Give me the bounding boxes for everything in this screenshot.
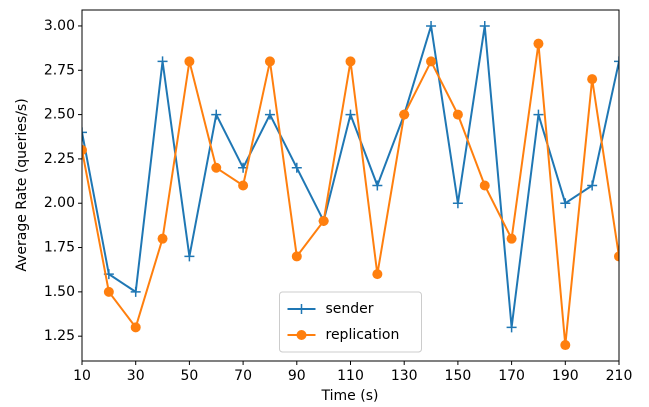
marker [560,198,571,209]
marker [291,251,302,262]
marker [506,233,517,244]
x-axis-label: Time (s) [321,388,379,404]
marker [372,180,383,191]
y-tick-label: 1.25 [44,328,75,344]
marker [587,74,598,85]
legend-box [279,291,422,353]
x-tick-label: 50 [180,368,198,384]
marker [614,56,619,67]
x-tick-label: 170 [498,368,525,384]
marker [130,322,141,333]
y-tick-label: 2.50 [44,107,75,123]
marker [452,109,463,120]
marker [479,180,490,191]
y-axis-label: Average Rate (queries/s) [14,98,30,271]
marker [184,251,195,262]
x-tick-label: 30 [127,368,145,384]
legend: sender replication [279,291,422,353]
x-tick-label: 150 [445,368,472,384]
marker [103,286,114,297]
x-tick-label: 210 [606,368,633,384]
x-tick-label: 90 [288,368,306,384]
marker [372,269,383,280]
marker [211,162,222,173]
marker [345,56,356,67]
plot-frame [81,9,620,362]
marker [426,20,437,31]
marker [157,56,168,67]
marker [426,56,437,67]
marker [211,109,222,120]
marker [291,162,302,173]
marker [533,109,544,120]
y-tick-label: 2.25 [44,151,75,167]
legend-marker [296,330,307,340]
series-line [82,25,619,328]
marker [238,180,249,191]
marker [452,198,463,209]
marker [345,109,356,120]
y-tick-label: 1.75 [44,240,75,256]
legend-label: sender [326,301,374,317]
marker [264,56,275,67]
marker [399,109,410,120]
y-tick-label: 2.00 [44,195,75,211]
marker [560,340,571,351]
marker [614,251,619,262]
marker [533,38,544,49]
legend-marker [296,304,307,314]
marker [506,322,517,333]
marker [82,127,87,138]
marker [157,233,168,244]
marker [479,20,490,31]
legend-label: replication [326,327,400,343]
marker [587,180,598,191]
marker [130,286,141,297]
marker [318,215,329,226]
y-tick-label: 3.00 [44,18,75,34]
x-tick-label: 110 [337,368,364,384]
y-tick-label: 2.75 [44,62,75,78]
x-tick-label: 130 [391,368,418,384]
marker [82,145,87,156]
marker [184,56,195,67]
y-tick-label: 1.50 [44,284,75,300]
x-tick-label: 10 [73,368,91,384]
x-tick-label: 190 [552,368,579,384]
x-tick-label: 70 [234,368,252,384]
marker [264,109,275,120]
plot-area [82,20,619,351]
